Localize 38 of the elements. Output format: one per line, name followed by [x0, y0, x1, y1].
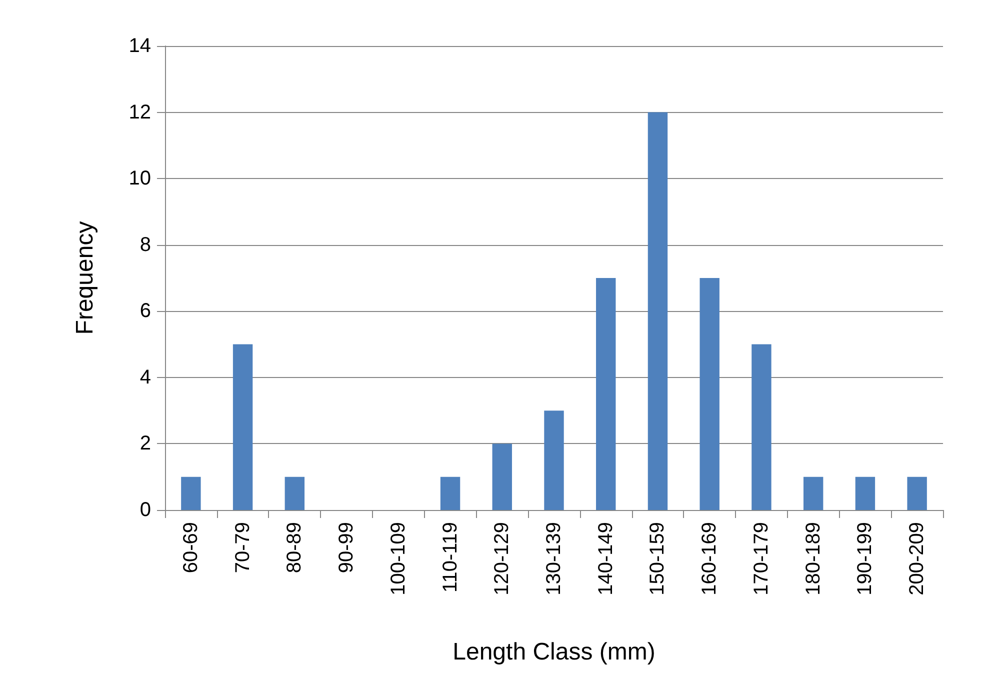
- x-tick-label: 140-149: [594, 522, 617, 596]
- x-tick-label: 110-119: [439, 522, 462, 592]
- x-tick-label: 180-189: [802, 522, 824, 596]
- bar: [752, 344, 772, 510]
- x-tick-label: 190-199: [854, 522, 876, 596]
- bar: [232, 344, 253, 510]
- x-tick-label: 160-169: [698, 522, 721, 596]
- x-tick-label: 90-99: [336, 522, 358, 574]
- x-tick-label: 70-79: [232, 522, 254, 574]
- x-tick-label: 150-159: [646, 522, 669, 596]
- x-axis-title: Length Class (mm): [452, 638, 656, 666]
- y-tick-label: 0: [140, 499, 151, 521]
- bar: [803, 476, 824, 510]
- y-tick-label: 12: [128, 101, 151, 124]
- x-tick-label: 170-179: [750, 522, 772, 596]
- bar: [907, 476, 927, 510]
- bar: [284, 476, 305, 510]
- x-tick-label: 200-209: [906, 522, 928, 596]
- x-tick-label: 80-89: [284, 522, 306, 574]
- y-axis-title: Frequency: [72, 221, 98, 335]
- bar: [596, 278, 616, 510]
- y-tick-label: 14: [128, 35, 151, 57]
- bar: [492, 444, 512, 510]
- x-tick-label: 100-109: [387, 522, 410, 596]
- bar: [440, 476, 460, 510]
- bar: [700, 278, 720, 510]
- y-tick-label: 6: [140, 300, 151, 322]
- x-tick-label: 120-129: [491, 522, 514, 596]
- y-tick-label: 10: [128, 168, 151, 190]
- y-tick-label: 8: [140, 234, 151, 256]
- bar: [855, 476, 876, 510]
- y-tick-label: 2: [140, 432, 151, 455]
- bar: [544, 410, 564, 510]
- bar: [181, 476, 201, 510]
- x-tick-label: 130-139: [543, 522, 565, 596]
- y-tick-label: 4: [140, 366, 151, 388]
- bar: [648, 112, 668, 510]
- x-tick-label: 60-69: [180, 522, 202, 574]
